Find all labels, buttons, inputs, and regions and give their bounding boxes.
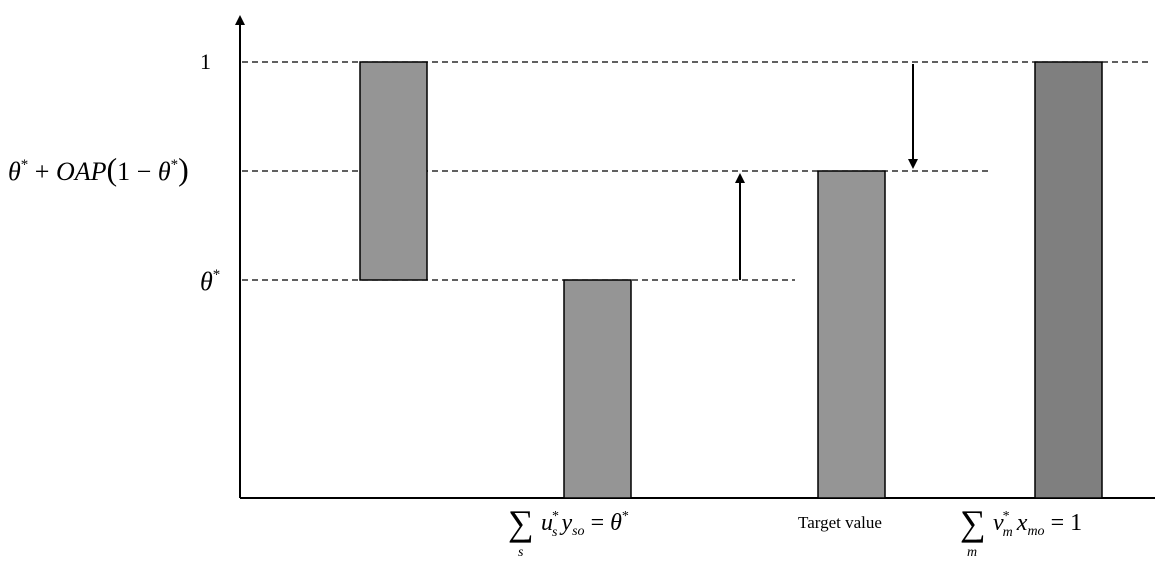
svg-text:s: s [518,545,524,560]
bar-theta-to-one [359,61,428,281]
svg-text:∑: ∑ [508,503,534,543]
bar-input-one [1034,61,1103,499]
x-label-input-sum: ∑ m v* m xmo = 1 [960,503,1082,560]
svg-text:m: m [967,545,977,560]
x-label-output-sum: ∑ s u* s yso = θ* [508,503,629,560]
x-label-target-value: Target value [798,513,882,532]
bar-target-value [817,170,886,499]
y-label-one: 1 [200,49,211,74]
y-label-mid: θ* + OAP(1 − θ*) [8,151,189,187]
y-label-theta: θ* [200,267,220,296]
bar-output-theta [563,279,632,499]
svg-text:∑: ∑ [960,503,986,543]
